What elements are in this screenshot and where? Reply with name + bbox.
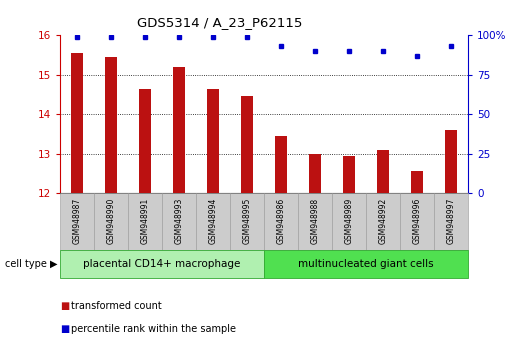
Text: GSM948988: GSM948988 — [311, 198, 320, 244]
Bar — [264, 250, 468, 278]
Text: GSM948989: GSM948989 — [345, 198, 354, 244]
Text: GSM948992: GSM948992 — [379, 198, 388, 244]
Bar — [400, 193, 434, 250]
Text: GSM948995: GSM948995 — [243, 198, 252, 245]
Text: GSM948994: GSM948994 — [209, 198, 218, 245]
Bar — [105, 57, 117, 193]
Bar — [366, 193, 400, 250]
Bar — [309, 154, 321, 193]
Bar — [94, 193, 128, 250]
Bar — [230, 193, 264, 250]
Text: GSM948987: GSM948987 — [73, 198, 82, 244]
Text: GSM948996: GSM948996 — [413, 198, 422, 245]
Bar — [343, 155, 355, 193]
Bar — [60, 250, 264, 278]
Text: GSM948990: GSM948990 — [107, 198, 116, 245]
Text: GSM948991: GSM948991 — [141, 198, 150, 244]
Text: transformed count: transformed count — [71, 301, 162, 311]
Bar — [264, 193, 298, 250]
Bar — [377, 150, 389, 193]
Bar — [275, 136, 287, 193]
Bar — [71, 53, 83, 193]
Text: GSM948993: GSM948993 — [175, 198, 184, 245]
Text: placental CD14+ macrophage: placental CD14+ macrophage — [84, 259, 241, 269]
Text: cell type ▶: cell type ▶ — [5, 259, 58, 269]
Bar — [196, 193, 230, 250]
Bar — [128, 193, 162, 250]
Bar — [411, 171, 423, 193]
Bar — [60, 193, 94, 250]
Text: GSM948986: GSM948986 — [277, 198, 286, 244]
Text: GSM948997: GSM948997 — [447, 198, 456, 245]
Bar — [207, 88, 219, 193]
Bar — [298, 193, 332, 250]
Bar — [332, 193, 366, 250]
Text: ■: ■ — [60, 301, 70, 311]
Bar — [139, 88, 151, 193]
Bar — [445, 130, 457, 193]
Text: multinucleated giant cells: multinucleated giant cells — [298, 259, 434, 269]
Text: percentile rank within the sample: percentile rank within the sample — [71, 324, 235, 333]
Bar — [241, 96, 253, 193]
Bar — [434, 193, 468, 250]
Text: ■: ■ — [60, 324, 70, 333]
Bar — [162, 193, 196, 250]
Bar — [173, 67, 185, 193]
Text: GDS5314 / A_23_P62115: GDS5314 / A_23_P62115 — [137, 16, 302, 29]
